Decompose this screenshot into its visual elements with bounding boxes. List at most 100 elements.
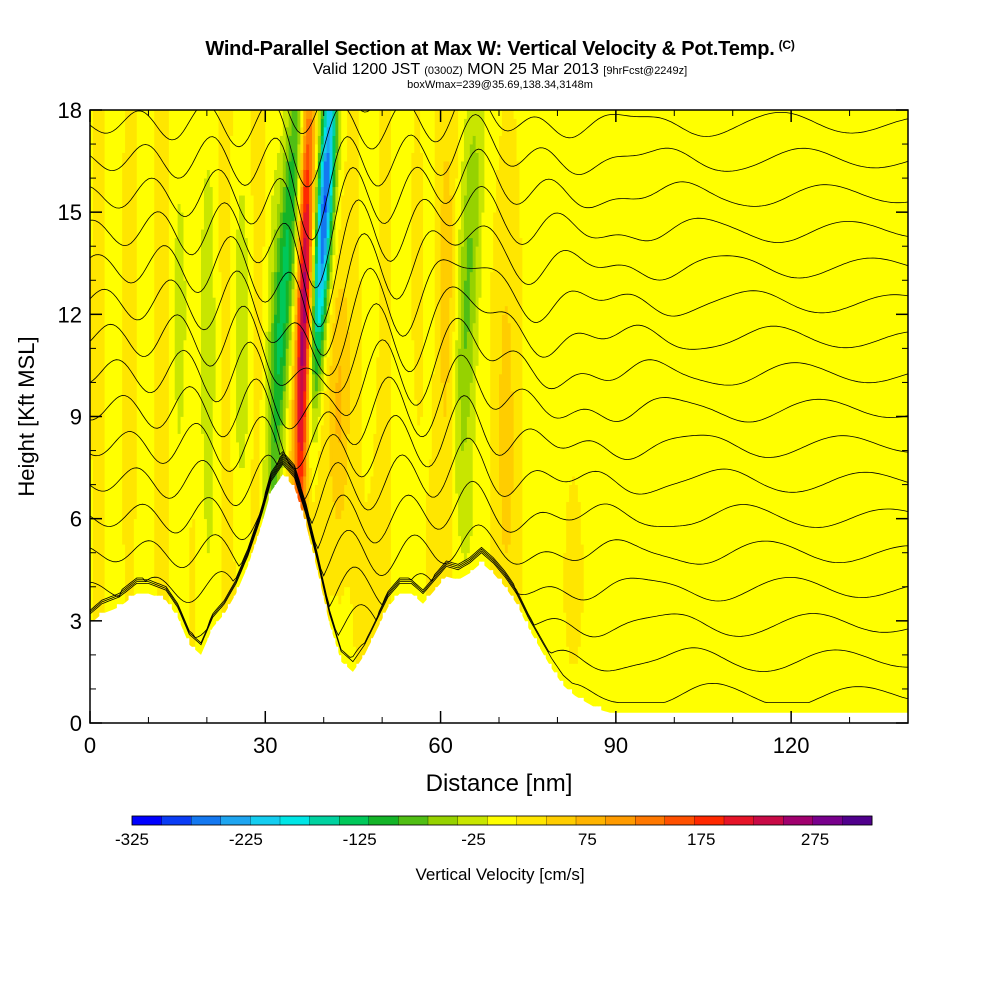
w-cell [820,110,824,715]
w-cell [472,322,477,443]
w-cell [236,110,240,230]
w-cell [265,110,269,332]
w-cell [837,110,842,715]
w-cell [463,195,468,281]
w-cell [332,280,336,324]
w-cell [647,110,652,715]
w-cell [566,646,570,690]
theta-contour-line [90,354,908,470]
w-cell [823,110,827,715]
theta-contour-line [90,437,908,525]
w-cell [312,229,316,256]
w-cell [297,297,301,324]
w-cell [361,476,366,656]
w-cell [238,195,243,468]
w-cell [309,118,313,247]
w-cell [463,110,468,119]
w-cell [753,110,757,715]
w-cell [133,518,138,596]
w-cell [338,169,342,230]
w-cell [545,110,550,664]
w-cell [212,399,217,630]
w-cell [303,390,307,417]
w-cell [279,237,284,281]
w-cell [119,110,123,605]
theta-contour-line [90,461,908,672]
w-cell [539,110,544,656]
w-cell [455,110,459,179]
w-cell [449,110,453,196]
w-cell [104,110,109,613]
w-cell [288,365,293,400]
w-cell [317,110,322,136]
w-cell [300,288,304,332]
w-cell [335,297,339,383]
w-cell [569,484,573,664]
w-cell [271,271,275,324]
w-cell [323,237,328,256]
w-cell [297,237,301,256]
w-cell [475,246,480,366]
w-cell [621,110,626,715]
w-cell [320,118,325,136]
w-cell [770,110,775,715]
x-tick-label: 60 [428,733,452,758]
w-cell [107,110,112,613]
w-cell [317,135,322,153]
w-cell [490,271,494,571]
w-cell [481,110,485,213]
w-cell [236,229,240,443]
w-cell [314,407,319,443]
w-cell [297,110,301,145]
w-cell [92,110,97,622]
w-cell [291,220,296,264]
w-cell [236,442,240,588]
w-cell [241,195,246,468]
w-cell [589,110,594,707]
colorbar-swatch [131,815,163,826]
w-cell [805,110,810,715]
w-cell [312,501,316,554]
w-cell [224,110,228,613]
w-cell [469,382,474,537]
w-cell [177,433,182,622]
w-cell [320,161,325,170]
colorbar-swatch [339,815,370,826]
w-cell [297,220,301,239]
w-cell [323,254,328,264]
w-cell [300,186,304,205]
w-cell [779,110,783,715]
w-cell [741,110,745,715]
w-cell [279,280,284,358]
w-cell [829,110,833,715]
w-cell [443,110,448,162]
w-cell [312,407,316,443]
w-cell [300,127,304,153]
w-cell [428,459,433,596]
w-cell [899,110,903,715]
w-cell [504,110,509,307]
w-cell [157,110,161,596]
w-cell [323,263,328,281]
w-cell [902,110,906,715]
w-cell [618,110,623,715]
w-cell [326,237,331,256]
w-cell [177,110,182,205]
w-cell [244,237,249,434]
w-cell [186,110,190,639]
w-cell [455,339,459,494]
w-cell [285,280,290,324]
w-cell [329,595,334,630]
colorbar-swatch [753,815,784,826]
w-cell [300,365,304,417]
w-cell [230,135,234,468]
w-cell [212,297,217,400]
w-cell [297,178,301,205]
w-cell [306,373,310,400]
w-cell [274,442,278,486]
w-cell [344,161,348,298]
w-cell [612,110,617,715]
w-cell [122,152,126,545]
w-cell [101,110,106,613]
w-cell [472,110,477,136]
